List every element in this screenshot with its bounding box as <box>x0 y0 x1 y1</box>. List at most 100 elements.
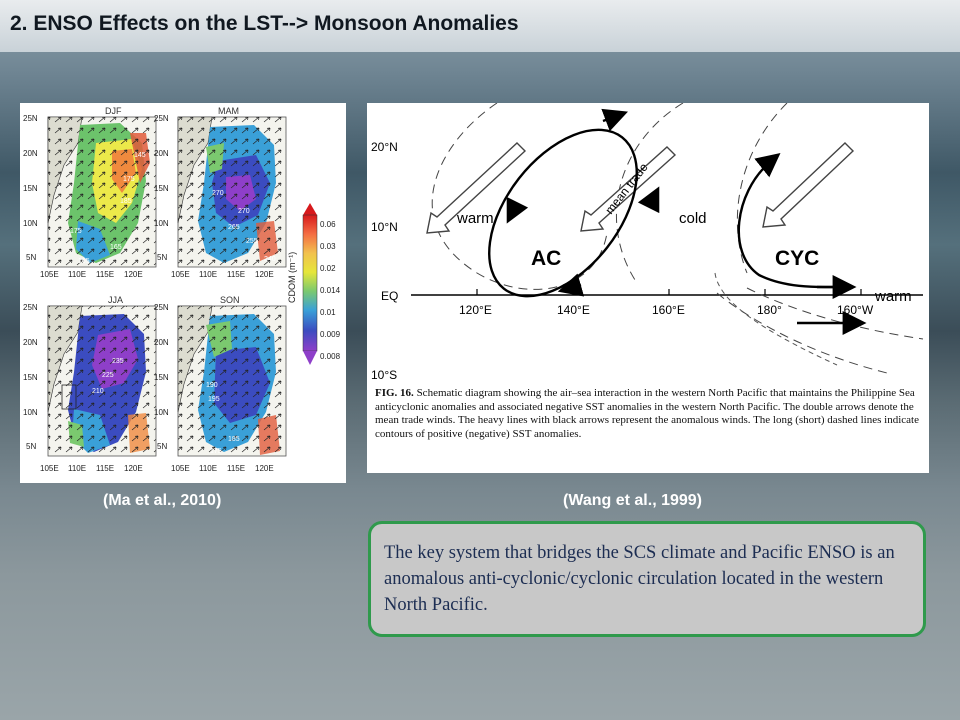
lon-tick: 120E <box>255 464 274 473</box>
lat-tick: 20N <box>23 149 38 158</box>
colorbar-tick: 0.03 <box>320 242 336 251</box>
circulation-arrow <box>754 153 781 178</box>
map-jja: JJA 235 225 210 25N 20N 15N 10N 5N 105E … <box>23 295 157 473</box>
seasonal-maps-svg: DJF 145 175 185 175 165 165 25N 20N 15N … <box>23 106 341 473</box>
trade-arrow <box>426 142 527 234</box>
panel-label-son: SON <box>220 295 240 305</box>
panel-label-jja: JJA <box>108 295 123 305</box>
colorbar-tick: 0.02 <box>320 264 336 273</box>
lat-tick: 10N <box>23 219 38 228</box>
cyclone-circulation <box>737 162 836 289</box>
ac-label: AC <box>531 247 561 270</box>
lat-tick: 10N <box>23 408 38 417</box>
colorbar-title: CDOM (m⁻¹) <box>287 252 297 303</box>
cyc-label: CYC <box>775 247 819 270</box>
lat-tick: 20N <box>154 338 169 347</box>
trade-arrow <box>580 146 677 232</box>
lat-tick: 25N <box>154 303 169 312</box>
map-son: SON 190 195 185 175 25N 20N 15N 10N 5N 1… <box>154 295 287 473</box>
lon-tick: 105E <box>171 464 190 473</box>
lon-tick: 120E <box>255 270 274 279</box>
caption-right: (Wang et al., 1999) <box>563 492 702 509</box>
lat-tick: 10N <box>154 219 169 228</box>
warm-label-left: warm <box>456 210 494 227</box>
schematic-figure: 20°N 10°N EQ 10°S 120°E 140°E 160°E 180°… <box>367 102 929 473</box>
map-label: 265 <box>228 224 240 231</box>
lon-tick: 105E <box>171 270 190 279</box>
map-label: 185 <box>120 198 132 205</box>
map-label: 240 <box>264 256 276 263</box>
figure-number: FIG. 16. <box>375 387 414 399</box>
lat-tick: 20N <box>23 338 38 347</box>
map-label: 145 <box>134 152 146 159</box>
map-label: 235 <box>112 358 124 365</box>
summary-note: The key system that bridges the SCS clim… <box>368 521 926 637</box>
slide-title: 2. ENSO Effects on the LST--> Monsoon An… <box>10 12 519 35</box>
lat-tick: 25N <box>154 114 169 123</box>
lon-tick: 115E <box>96 270 114 279</box>
trade-arrow <box>762 142 855 228</box>
panel-label-djf: DJF <box>105 106 122 116</box>
lat-tick: 5N <box>157 253 167 262</box>
lat-tick: 5N <box>157 442 167 451</box>
cold-label: cold <box>679 210 707 227</box>
colorbar: CDOM (m⁻¹) 0.06 0.03 0.02 0.014 0.01 0.0… <box>287 203 341 365</box>
colorbar-tick: 0.01 <box>320 308 336 317</box>
colorbar-tick: 0.009 <box>320 330 341 339</box>
map-label: 270 <box>212 190 224 197</box>
map-label: 175 <box>210 448 222 455</box>
map-label: 165 <box>78 258 90 265</box>
map-label: 165 <box>110 244 122 251</box>
lon-tick: 110E <box>68 464 86 473</box>
lat-tick: 15N <box>23 184 38 193</box>
sst-contour <box>736 102 788 274</box>
lon-label: 160°W <box>837 303 874 317</box>
lat-tick: 10N <box>154 408 169 417</box>
schematic-svg: 20°N 10°N EQ 10°S 120°E 140°E 160°E 180°… <box>371 102 924 382</box>
lon-tick: 110E <box>199 270 217 279</box>
map-label: 270 <box>238 208 250 215</box>
sst-contour <box>431 102 608 290</box>
warm-label-right: warm <box>874 288 912 305</box>
map-djf: DJF 145 175 185 175 165 165 25N 20N 15N … <box>23 106 157 279</box>
sst-contour <box>746 287 924 340</box>
sst-contour <box>716 292 888 374</box>
map-label: 210 <box>92 388 104 395</box>
lat-label: EQ <box>381 289 398 303</box>
circulation-arrow <box>506 196 529 224</box>
map-label: 175 <box>123 176 135 183</box>
lat-tick: 15N <box>154 373 169 382</box>
lon-tick: 115E <box>227 464 245 473</box>
map-label: 195 <box>208 396 220 403</box>
map-mam: MAM 270 270 265 255 240 25N 20N 15N 10N … <box>154 106 287 279</box>
lat-label: 20°N <box>371 140 398 154</box>
lon-tick: 105E <box>40 464 59 473</box>
lon-tick: 120E <box>124 464 143 473</box>
lon-tick: 110E <box>199 464 217 473</box>
colorbar-tick: 0.06 <box>320 220 336 229</box>
map-label: 175 <box>70 228 82 235</box>
lon-label: 120°E <box>459 303 492 317</box>
sst-contour-short <box>714 272 838 366</box>
lat-label: 10°N <box>371 220 398 234</box>
colorbar-tick: 0.008 <box>320 352 341 361</box>
lat-tick: 25N <box>23 303 38 312</box>
figure-caption-text: Schematic diagram showing the air–sea in… <box>375 387 919 440</box>
seasonal-maps-figure: DJF 145 175 185 175 165 165 25N 20N 15N … <box>20 103 346 483</box>
anticyclone-circulation <box>488 128 638 298</box>
lat-tick: 25N <box>23 114 38 123</box>
panel-label-mam: MAM <box>218 106 239 116</box>
lon-label: 180° <box>757 303 782 317</box>
lat-tick: 15N <box>23 373 38 382</box>
circulation-arrow <box>601 108 628 132</box>
lon-tick: 115E <box>96 464 114 473</box>
lon-tick: 105E <box>40 270 59 279</box>
lon-tick: 120E <box>124 270 143 279</box>
lon-tick: 115E <box>227 270 245 279</box>
lat-tick: 5N <box>26 442 36 451</box>
mean-trade-label: mean trade <box>602 160 651 217</box>
lat-tick: 15N <box>154 184 169 193</box>
map-label: 255 <box>246 238 258 245</box>
sst-contour <box>616 102 684 284</box>
circulation-arrow <box>557 273 585 297</box>
